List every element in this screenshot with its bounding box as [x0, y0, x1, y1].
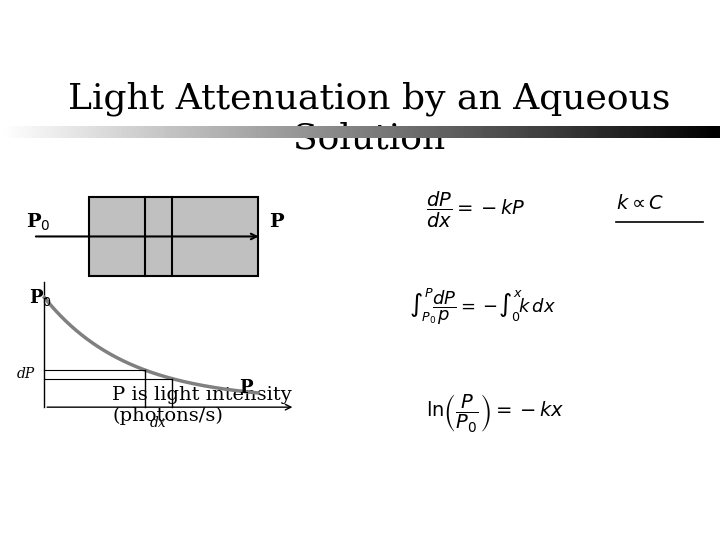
Text: P: P — [239, 380, 253, 397]
Text: P is light intensity
(photons/s): P is light intensity (photons/s) — [112, 386, 292, 426]
Text: Light Attenuation by an Aqueous
Solution: Light Attenuation by an Aqueous Solution — [68, 82, 670, 156]
Text: $k \propto C$: $k \propto C$ — [616, 194, 665, 213]
Text: $\int_{P_0}^{P}\!\dfrac{dP}{p} = -\!\int_{0}^{x}\!k\,dx$: $\int_{P_0}^{P}\!\dfrac{dP}{p} = -\!\int… — [409, 287, 556, 327]
Text: $\dfrac{dP}{dx} = -kP$: $\dfrac{dP}{dx} = -kP$ — [426, 190, 526, 230]
Text: P: P — [269, 213, 284, 231]
Text: P$_0$: P$_0$ — [30, 287, 53, 308]
Text: dP: dP — [17, 367, 35, 381]
Text: $\ln\!\left(\dfrac{P}{P_0}\right) = -kx$: $\ln\!\left(\dfrac{P}{P_0}\right) = -kx$ — [426, 393, 564, 434]
Text: P$_0$: P$_0$ — [26, 212, 50, 233]
Text: dx: dx — [150, 416, 167, 430]
Bar — [89, 197, 258, 275]
